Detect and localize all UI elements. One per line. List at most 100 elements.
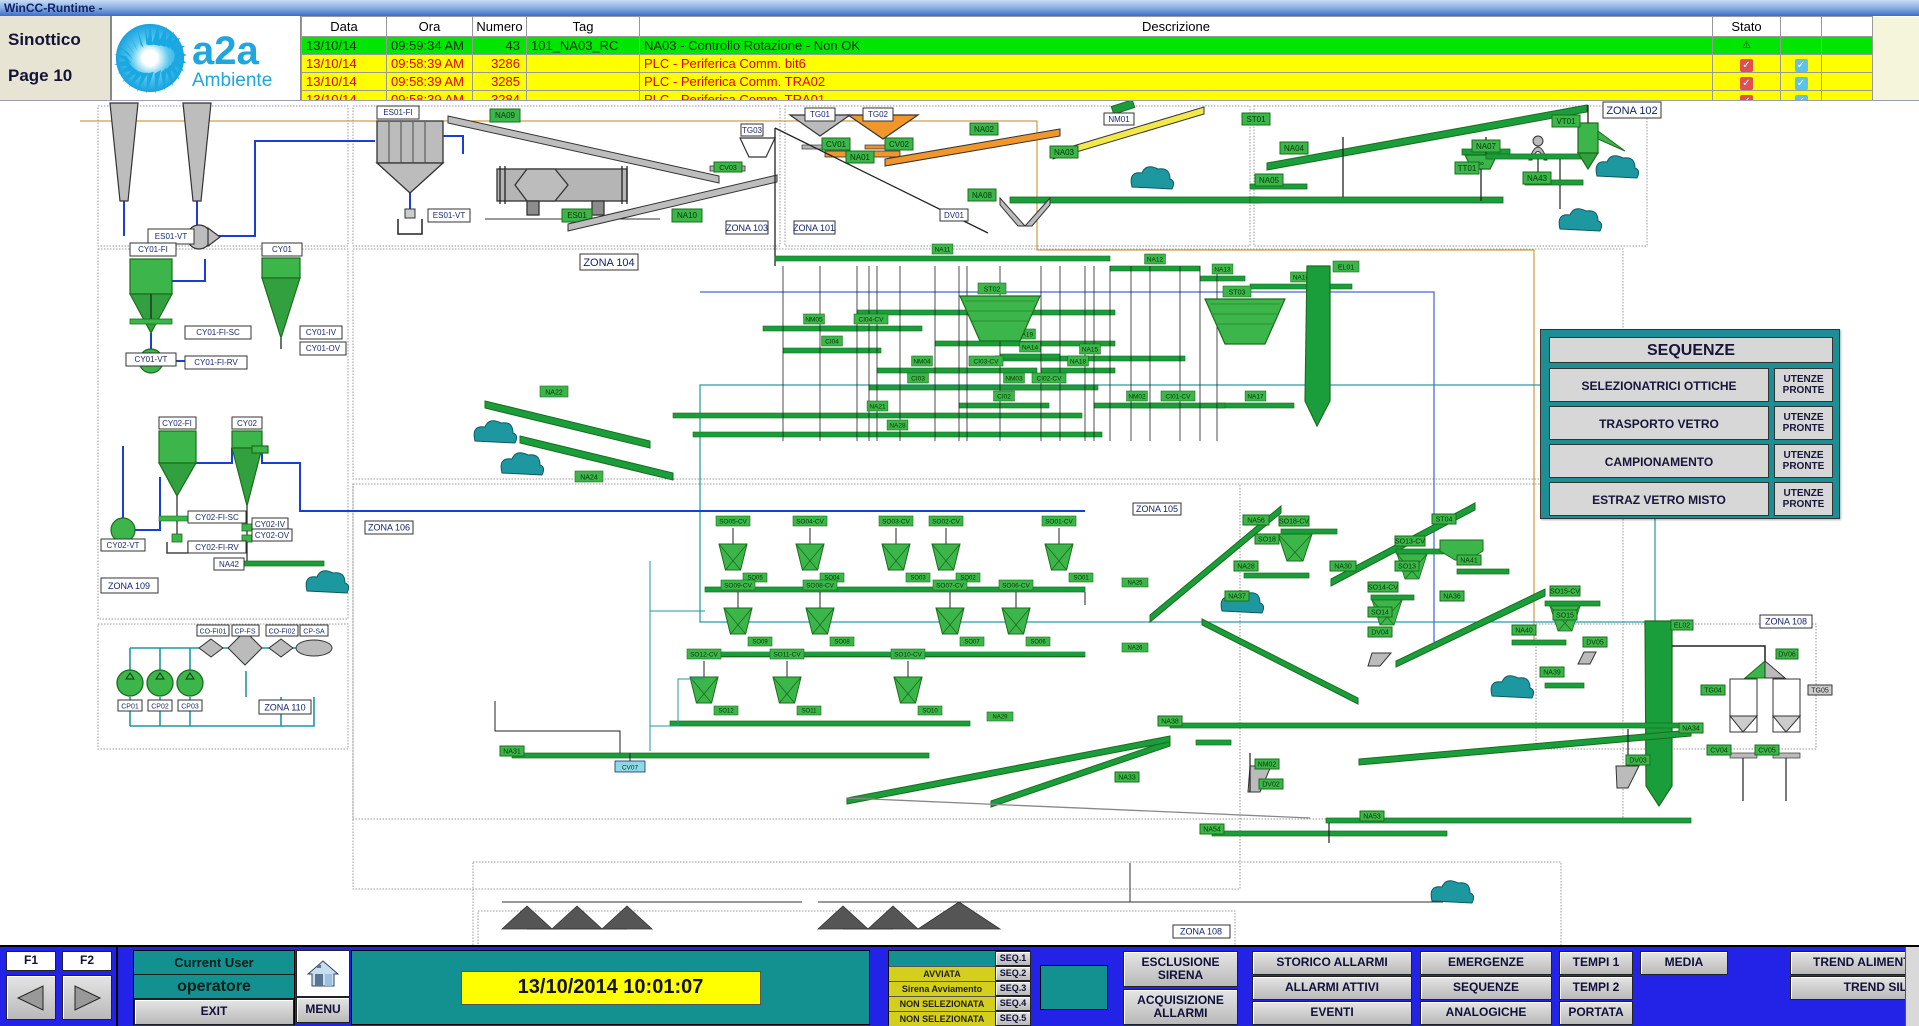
svg-text:NA14: NA14 — [1022, 345, 1039, 352]
svg-text:EL02: EL02 — [1674, 623, 1690, 630]
svg-text:ST01: ST01 — [1246, 115, 1266, 124]
svg-text:SO14: SO14 — [1371, 610, 1389, 617]
svg-text:SO14-CV: SO14-CV — [1368, 585, 1398, 592]
svg-text:CI01-CV: CI01-CV — [1166, 394, 1192, 401]
svg-text:NA11: NA11 — [935, 247, 951, 254]
svg-text:NM05: NM05 — [805, 317, 823, 324]
svg-text:NA05: NA05 — [1259, 176, 1280, 185]
svg-text:NA03: NA03 — [1054, 148, 1075, 157]
svg-text:NA37: NA37 — [1228, 594, 1246, 601]
svg-text:NM04: NM04 — [913, 359, 931, 366]
svg-text:NA28: NA28 — [889, 423, 906, 430]
svg-text:CY01-FI-RV: CY01-FI-RV — [194, 358, 238, 367]
svg-text:NA15: NA15 — [1082, 347, 1099, 354]
svg-text:SO01-CV: SO01-CV — [1045, 519, 1073, 526]
svg-text:ST04: ST04 — [1436, 517, 1453, 524]
svg-text:NA29: NA29 — [992, 715, 1008, 721]
svg-text:NA10: NA10 — [677, 211, 698, 220]
svg-text:SO13-CV: SO13-CV — [1395, 539, 1425, 546]
svg-text:NA04: NA04 — [1284, 144, 1305, 153]
svg-text:Ambiente: Ambiente — [192, 70, 272, 91]
svg-text:ST02: ST02 — [984, 287, 1001, 294]
svg-text:ES01-VT: ES01-VT — [433, 211, 466, 220]
svg-text:NA02: NA02 — [974, 125, 995, 134]
svg-text:CI04-CV: CI04-CV — [859, 317, 885, 324]
svg-text:CV01: CV01 — [826, 140, 847, 149]
svg-text:SO18-CV: SO18-CV — [1279, 519, 1309, 526]
svg-text:TG03: TG03 — [742, 126, 763, 135]
svg-text:DV06: DV06 — [1778, 652, 1796, 659]
svg-text:CP03: CP03 — [181, 704, 199, 711]
svg-text:DV03: DV03 — [1629, 758, 1647, 765]
svg-text:a2a: a2a — [192, 29, 259, 73]
svg-text:CY02-VT: CY02-VT — [107, 541, 140, 550]
svg-text:CI02-CV: CI02-CV — [1037, 376, 1063, 383]
svg-text:SO09-CV: SO09-CV — [724, 583, 752, 590]
svg-text:SO18: SO18 — [1258, 537, 1276, 544]
svg-text:CO-FI01: CO-FI01 — [200, 629, 227, 636]
svg-text:NM03: NM03 — [1005, 376, 1023, 383]
svg-text:ES01-FI: ES01-FI — [383, 108, 412, 117]
svg-text:NA33: NA33 — [1118, 775, 1136, 782]
svg-text:SO07-CV: SO07-CV — [936, 583, 964, 590]
svg-text:NA53: NA53 — [1363, 814, 1381, 821]
svg-text:CI03: CI03 — [911, 376, 925, 383]
svg-text:NA39: NA39 — [1543, 670, 1561, 677]
svg-text:NA30: NA30 — [1334, 564, 1352, 571]
svg-text:NM02: NM02 — [1258, 762, 1277, 769]
svg-text:SO05-CV: SO05-CV — [719, 519, 747, 526]
svg-text:NA56: NA56 — [1247, 518, 1265, 525]
svg-text:SO08-CV: SO08-CV — [806, 583, 834, 590]
svg-text:NA13: NA13 — [1214, 267, 1231, 274]
svg-text:TT01: TT01 — [1458, 164, 1477, 173]
svg-text:ZONA 106: ZONA 106 — [368, 523, 410, 533]
svg-text:NA18: NA18 — [1070, 359, 1087, 366]
svg-text:ZONA 108: ZONA 108 — [1765, 617, 1807, 627]
svg-text:DV04: DV04 — [1371, 630, 1389, 637]
svg-text:ZONA 105: ZONA 105 — [1136, 504, 1178, 514]
svg-text:CP02: CP02 — [151, 704, 169, 711]
svg-text:EL01: EL01 — [1338, 265, 1354, 272]
svg-text:NA07: NA07 — [1476, 142, 1497, 151]
svg-text:CY01: CY01 — [272, 245, 293, 254]
svg-text:NA24: NA24 — [580, 475, 598, 482]
svg-text:CV07: CV07 — [622, 765, 639, 772]
svg-text:DV01: DV01 — [944, 211, 965, 220]
svg-text:DV05: DV05 — [1586, 640, 1604, 647]
svg-text:NM01: NM01 — [1108, 115, 1130, 124]
svg-text:CV02: CV02 — [889, 140, 910, 149]
svg-text:SO15: SO15 — [1556, 613, 1574, 620]
svg-text:ES01-VT: ES01-VT — [155, 232, 188, 241]
svg-text:NA43: NA43 — [1527, 174, 1548, 183]
svg-text:SO02-CV: SO02-CV — [932, 519, 960, 526]
svg-text:NA40: NA40 — [1515, 628, 1533, 635]
svg-text:CP01: CP01 — [121, 704, 139, 711]
svg-text:TG02: TG02 — [868, 110, 889, 119]
svg-text:SO07: SO07 — [964, 640, 980, 646]
svg-text:NA54: NA54 — [1203, 827, 1221, 834]
svg-text:CY01-FI-SC: CY01-FI-SC — [196, 328, 240, 337]
svg-text:ZONA 101: ZONA 101 — [793, 223, 835, 233]
svg-text:CY02-FI-RV: CY02-FI-RV — [195, 543, 239, 552]
svg-text:SO15-CV: SO15-CV — [1550, 589, 1580, 596]
svg-text:SO12-CV: SO12-CV — [690, 652, 718, 659]
svg-text:ST03: ST03 — [1229, 290, 1246, 297]
svg-text:ZONA 110: ZONA 110 — [264, 703, 305, 713]
svg-text:DV02: DV02 — [1262, 782, 1280, 789]
svg-text:CY01-OV: CY01-OV — [306, 344, 341, 353]
svg-text:SO06: SO06 — [1030, 640, 1046, 646]
svg-text:ZONA 109: ZONA 109 — [108, 581, 150, 591]
svg-text:SO03-CV: SO03-CV — [882, 519, 910, 526]
svg-text:CO-FI02: CO-FI02 — [269, 629, 296, 636]
svg-text:CI02: CI02 — [997, 394, 1011, 401]
svg-text:ZONA 104: ZONA 104 — [583, 257, 634, 269]
svg-text:NA21: NA21 — [869, 404, 886, 411]
svg-text:SO13: SO13 — [1398, 564, 1416, 571]
svg-text:SO10: SO10 — [922, 709, 938, 715]
svg-text:CI03-CV: CI03-CV — [974, 359, 1000, 366]
svg-text:NA12: NA12 — [1147, 257, 1164, 264]
svg-text:ZONA 108: ZONA 108 — [1180, 927, 1222, 937]
svg-text:NA26: NA26 — [1127, 646, 1143, 652]
svg-text:CV03: CV03 — [719, 165, 737, 172]
svg-text:NA38: NA38 — [1161, 719, 1179, 726]
